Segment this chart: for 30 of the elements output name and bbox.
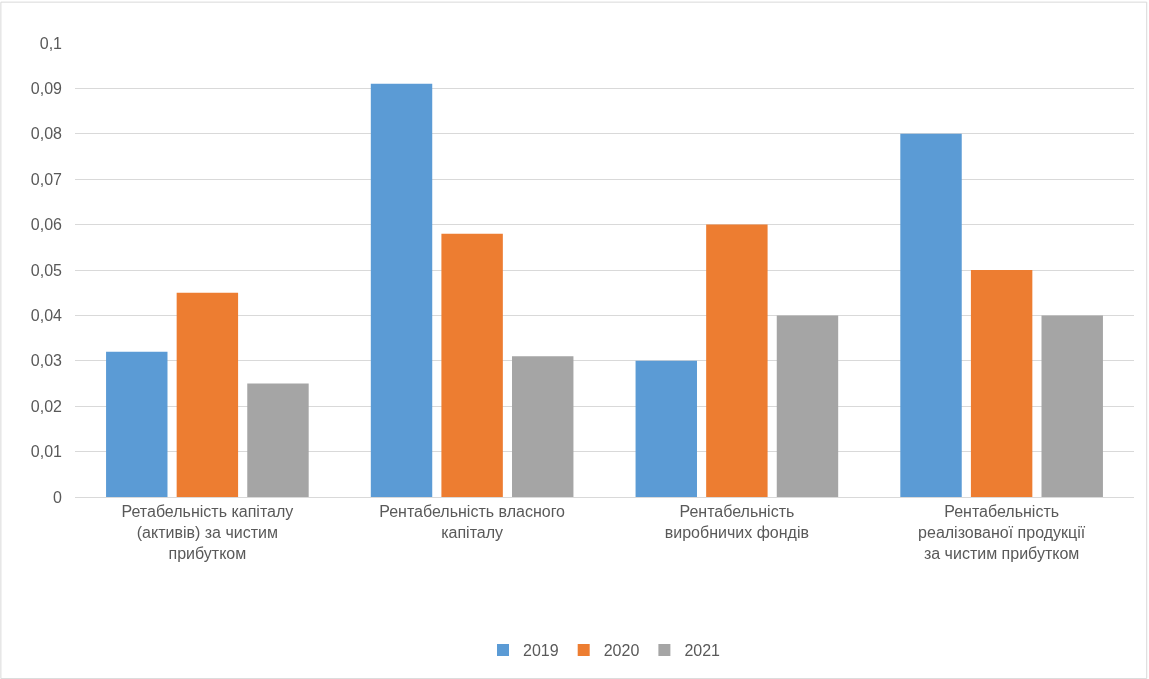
bar [176,292,239,497]
legend-label: 2021 [684,642,721,660]
bar [247,383,309,497]
bar [900,133,962,497]
bar [370,83,433,497]
x-tick-label: Рентабельність реалізованої продукції за чистим прибутком [918,503,1086,562]
bar [512,356,574,497]
bar [706,224,768,497]
bar [1041,315,1103,497]
y-tick-label: 0,02 [30,397,63,415]
bar [441,233,503,497]
legend-label: 2019 [523,642,559,660]
x-tick-label: Рентабельність виробничих фондів [664,503,809,541]
y-tick-label: 0 [53,488,63,506]
y-tick-label: 0,04 [30,307,63,324]
bar [970,270,1033,497]
y-tick-label: 0,07 [30,170,63,188]
x-tick-label: Рентабельність власного капіталу [379,503,566,541]
y-tick-label: 0,1 [39,34,63,52]
x-tick-label: Ретабельність капіталу (активів) за чистим прибутком [121,503,294,562]
bar [776,315,839,497]
bar [635,360,697,497]
legend-label: 2020 [603,642,640,660]
y-tick-label: 0,03 [30,352,63,370]
y-tick-label: 0,01 [30,443,63,461]
y-tick-label: 0,08 [30,125,63,143]
y-tick-label: 0,06 [30,216,63,234]
y-tick-label: 0,09 [30,80,63,97]
y-tick-label: 0,05 [30,261,63,279]
bar [106,351,168,497]
